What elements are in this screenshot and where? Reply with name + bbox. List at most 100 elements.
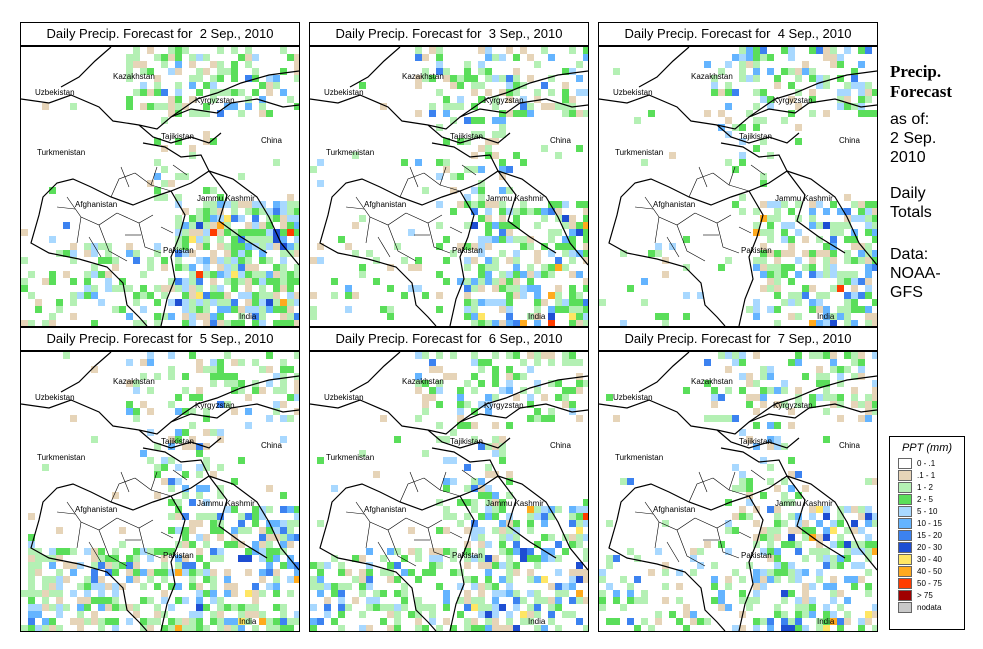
precip-cell: [408, 264, 415, 271]
precip-cell: [140, 82, 147, 89]
precip-cell: [273, 264, 280, 271]
precip-cell: [781, 264, 788, 271]
precip-cell: [830, 320, 837, 326]
precip-cell: [718, 264, 725, 271]
precip-cell: [196, 285, 203, 292]
precip-cell: [266, 534, 273, 541]
precip-cell: [555, 541, 562, 548]
precip-cell: [697, 292, 704, 299]
precip-cell: [266, 278, 273, 285]
precip-cell: [534, 387, 541, 394]
precip-cell: [287, 415, 294, 422]
precip-cell: [795, 271, 802, 278]
precip-cell: [548, 264, 555, 271]
precip-cell: [527, 208, 534, 215]
province-boundary: [449, 531, 463, 539]
precip-cell: [443, 68, 450, 75]
precip-cell: [513, 208, 520, 215]
country-border: [170, 375, 299, 423]
precip-cell: [294, 513, 299, 520]
country-border: [608, 447, 788, 631]
precip-cell: [457, 597, 464, 604]
precip-cell: [781, 520, 788, 527]
precip-cell: [217, 110, 224, 117]
country-border: [30, 142, 210, 326]
precip-cell: [231, 264, 238, 271]
precip-cell: [273, 618, 280, 625]
province-boundary: [150, 166, 158, 186]
precip-cell: [443, 618, 450, 625]
precip-cell: [753, 590, 760, 597]
province-boundary: [98, 529, 128, 567]
province-boundary: [666, 236, 680, 258]
precip-cell: [280, 527, 287, 534]
precip-cell: [380, 604, 387, 611]
precip-cell: [464, 548, 471, 555]
precip-cell: [478, 215, 485, 222]
precip-cell: [161, 264, 168, 271]
precip-cell: [774, 201, 781, 208]
precip-cell: [760, 618, 767, 625]
precip-cell: [147, 292, 154, 299]
precip-cell: [872, 401, 877, 408]
precip-cell: [231, 89, 238, 96]
precip-cell: [457, 499, 464, 506]
precip-cell: [669, 611, 676, 618]
country-border: [748, 375, 877, 423]
precip-cell: [210, 313, 217, 320]
precip-cell: [795, 548, 802, 555]
precip-cell: [478, 278, 485, 285]
precip-cell: [175, 429, 182, 436]
precip-cell: [415, 576, 422, 583]
precip-cell: [154, 569, 161, 576]
precip-cell: [569, 520, 576, 527]
province-boundary: [56, 511, 76, 515]
precip-cell: [746, 604, 753, 611]
precip-cell: [513, 534, 520, 541]
precip-cell: [294, 264, 299, 271]
precip-cell: [119, 604, 126, 611]
precip-cell: [506, 96, 513, 103]
precip-cell: [259, 366, 266, 373]
precip-cell: [478, 320, 485, 326]
precip-cell: [252, 271, 259, 278]
precip-cell: [259, 541, 266, 548]
precip-cell: [746, 54, 753, 61]
precip-cell: [387, 306, 394, 313]
precip-cell: [182, 471, 189, 478]
precip-cell: [196, 464, 203, 471]
precip-cell: [485, 75, 492, 82]
precip-cell: [259, 306, 266, 313]
precip-cell: [273, 159, 280, 166]
precip-cell: [830, 264, 837, 271]
precip-cell: [457, 278, 464, 285]
precip-cell: [837, 75, 844, 82]
precip-cell: [599, 604, 606, 611]
precip-cell: [527, 110, 534, 117]
precip-cell: [287, 527, 294, 534]
precip-cell: [280, 89, 287, 96]
precip-cell: [865, 401, 872, 408]
precip-cell: [133, 562, 140, 569]
precip-cell: [506, 590, 513, 597]
precip-cell: [98, 604, 105, 611]
precip-cell: [450, 82, 457, 89]
precip-cell: [471, 527, 478, 534]
precip-cell: [189, 320, 196, 326]
precip-cell: [823, 436, 830, 443]
precip-cell: [583, 576, 588, 583]
precip-cell: [175, 408, 182, 415]
precip-cell: [217, 271, 224, 278]
precip-cell: [464, 527, 471, 534]
precip-cell: [788, 534, 795, 541]
precip-cell: [126, 359, 133, 366]
precip-cell: [224, 541, 231, 548]
precip-cell: [576, 110, 583, 117]
precip-cell: [865, 583, 872, 590]
precip-cell: [478, 236, 485, 243]
precip-cell: [443, 436, 450, 443]
precip-cell: [676, 569, 683, 576]
precip-cell: [56, 583, 63, 590]
precip-cell: [168, 625, 175, 631]
legend-label: 0 - .1: [917, 459, 936, 468]
